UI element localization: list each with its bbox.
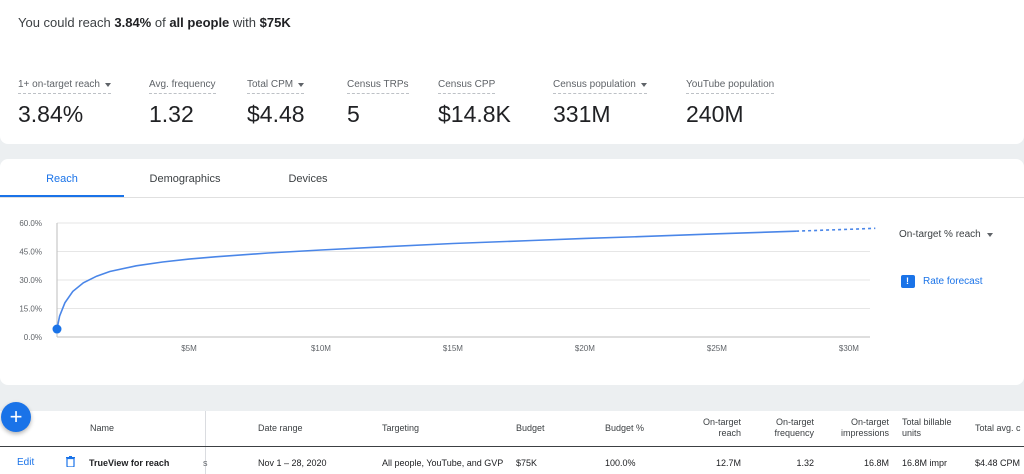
row-truncated-text: s — [203, 458, 208, 468]
metric-value: $14.8K — [438, 101, 511, 127]
rate-forecast-button[interactable]: Rate forecast — [901, 275, 982, 288]
summary-card: You could reach 3.84% of all people with… — [0, 0, 1024, 144]
add-button[interactable]: + — [1, 402, 31, 432]
row-on-target-frequency: 1.32 — [796, 458, 814, 468]
header-line-2: units — [902, 428, 922, 438]
tab-reach[interactable]: Reach — [0, 159, 124, 197]
metric-value: 5 — [347, 101, 360, 127]
rate-forecast-label: Rate forecast — [923, 276, 983, 287]
header-on-target-reach[interactable]: On-target reach — [690, 417, 741, 439]
headline-of: of — [151, 15, 170, 30]
y-tick-label: 0.0% — [24, 333, 42, 342]
header-line-2: frequency — [774, 428, 814, 438]
metric-label: Total CPM — [247, 79, 294, 90]
reach-chart: 0.0% 15.0% 30.0% 45.0% 60.0% $5M $10M $15M $20M $… — [19, 219, 876, 353]
y-tick-label: 60.0% — [19, 219, 42, 228]
dropdown-arrow-icon[interactable] — [640, 82, 647, 87]
tab-demographics[interactable]: Demographics — [149, 173, 221, 185]
metric-youtube-population: YouTube population 240M — [686, 74, 775, 128]
x-tick-label: $30M — [839, 344, 859, 353]
header-budget[interactable]: Budget — [516, 423, 545, 433]
x-tick-label: $15M — [443, 344, 463, 353]
metric-label: 1+ on-target reach — [18, 79, 100, 90]
dropdown-arrow-icon[interactable] — [105, 82, 111, 87]
dropdown-arrow-icon[interactable] — [298, 82, 305, 87]
metric-value: 1.32 — [149, 101, 194, 127]
metric-label: Census CPP — [438, 79, 496, 90]
y-tick-label: 45.0% — [19, 248, 42, 257]
headline-percent: 3.84% — [114, 15, 152, 30]
trash-icon[interactable] — [66, 456, 75, 467]
x-tick-label: $25M — [707, 344, 727, 353]
header-budget-pct[interactable]: Budget % — [605, 423, 645, 433]
row-on-target-reach: 12.7M — [715, 458, 741, 468]
feedback-icon — [901, 275, 915, 288]
forecast-line-projected — [796, 227, 876, 232]
chart-card: Reach Demographics Devices 0.0% 15.0% 30.0… — [0, 159, 1024, 385]
reach-headline: You could reach 3.84% of all people with… — [18, 15, 291, 30]
row-budget-pct: 100.0% — [605, 458, 636, 468]
metric-label: Census population — [553, 79, 636, 90]
x-tick-label: $10M — [311, 344, 331, 353]
plan-table: Name Date range Targeting Budget Budget … — [0, 411, 1024, 474]
header-total-avg-cpm[interactable]: Total avg. c — [975, 423, 1021, 433]
tab-devices[interactable]: Devices — [288, 173, 328, 185]
metric-label: YouTube population — [686, 79, 775, 90]
x-tick-label: $20M — [575, 344, 595, 353]
metric-value: $4.48 — [247, 101, 305, 127]
metric-avg-frequency: Avg. frequency 1.32 — [149, 74, 216, 128]
forecast-line — [56, 230, 797, 330]
dropdown-arrow-icon — [986, 232, 993, 237]
x-tick-label: $5M — [181, 344, 197, 353]
headline-with: with — [229, 15, 260, 30]
row-name[interactable]: TrueView for reach — [89, 458, 170, 468]
metric-census-cpp: Census CPP $14.8K — [438, 74, 511, 128]
metric-label: Avg. frequency — [149, 79, 216, 90]
header-targeting[interactable]: Targeting — [382, 423, 420, 433]
header-total-billable-units[interactable]: Total billable units — [902, 417, 952, 439]
row-total-avg-cpm: $4.48 CPM — [975, 458, 1021, 468]
header-divider — [0, 446, 1024, 447]
chart-metric-label: On-target % reach — [899, 229, 981, 240]
row-total-billable-units: 16.8M impr — [902, 458, 948, 468]
header-line-1: On-target — [850, 417, 889, 427]
header-line-1: Total billable — [902, 417, 952, 427]
edit-link[interactable]: Edit — [17, 457, 35, 468]
current-point-marker — [52, 324, 62, 334]
tabs-divider — [0, 197, 1024, 198]
row-targeting: All people, YouTube, and GVP — [382, 458, 504, 468]
frozen-column-divider — [205, 411, 206, 474]
metric-total-cpm[interactable]: Total CPM $4.48 — [247, 74, 305, 128]
header-on-target-impressions[interactable]: On-target impressions — [832, 417, 889, 439]
metric-census-population[interactable]: Census population 331M — [553, 74, 647, 128]
y-tick-label: 30.0% — [19, 276, 42, 285]
row-date-range: Nov 1 – 28, 2020 — [258, 458, 327, 468]
header-line-1: On-target — [775, 417, 814, 427]
headline-prefix: You could reach — [18, 15, 115, 30]
metric-value: 331M — [553, 101, 611, 127]
metric-label: Census TRPs — [347, 79, 409, 90]
metric-value: 240M — [686, 101, 744, 127]
y-tick-label: 15.0% — [19, 305, 42, 314]
headline-audience: all people — [169, 15, 230, 30]
header-line-1: On-target — [702, 417, 741, 427]
header-on-target-frequency[interactable]: On-target frequency — [762, 417, 814, 439]
metric-value: 3.84% — [18, 101, 84, 127]
headline-budget: $75K — [259, 15, 291, 30]
metric-reach[interactable]: 1+ on-target reach 3.84% — [18, 74, 111, 128]
header-line-2: impressions — [840, 428, 889, 438]
header-name[interactable]: Name — [90, 423, 115, 433]
chart-metric-select[interactable]: On-target % reach — [899, 229, 993, 240]
row-on-target-impressions: 16.8M — [863, 458, 889, 468]
header-line-2: reach — [718, 428, 741, 438]
row-budget: $75K — [516, 458, 538, 468]
metric-census-trps: Census TRPs 5 — [347, 74, 409, 128]
header-date-range[interactable]: Date range — [258, 423, 303, 433]
